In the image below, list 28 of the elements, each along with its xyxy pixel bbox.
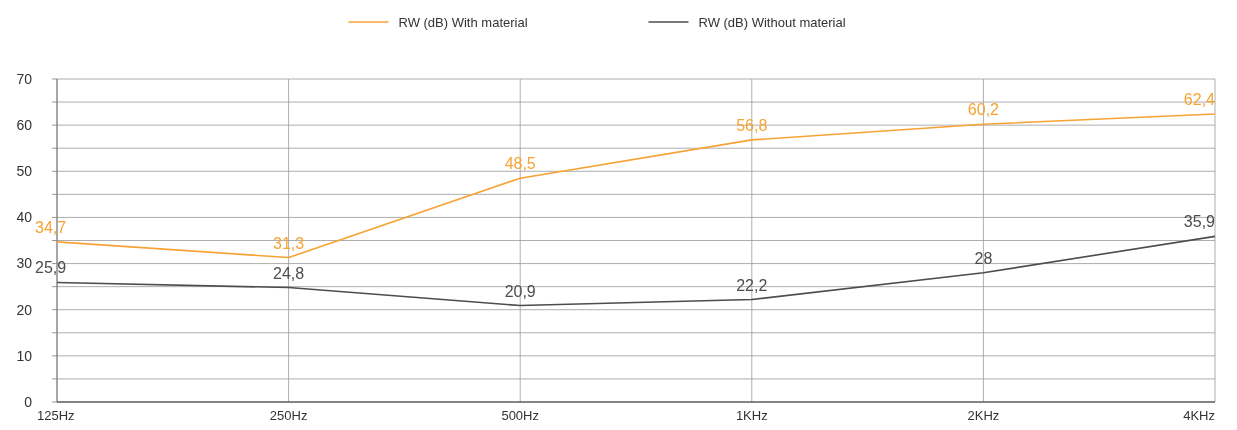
y-tick-label: 70	[16, 70, 33, 87]
data-label: 48,5	[504, 155, 536, 173]
y-tick-label: 0	[24, 393, 33, 410]
data-label: 31,3	[273, 234, 305, 252]
y-tick-label: 50	[16, 163, 33, 180]
x-tick-label: 125Hz	[37, 408, 75, 423]
data-label: 60,2	[967, 101, 1000, 119]
data-label: 28	[974, 249, 993, 267]
data-label: 24,8	[273, 264, 305, 282]
data-label: 62,4	[1183, 91, 1216, 109]
x-tick-label: 4KHz	[1183, 408, 1215, 423]
legend-label: RW (dB) With material	[398, 14, 528, 30]
data-label: 22,2	[736, 276, 768, 294]
data-label: 34,7	[35, 218, 67, 236]
y-tick-label: 10	[16, 347, 33, 364]
x-tick-label: 500Hz	[501, 408, 539, 423]
data-label: 56,8	[736, 116, 768, 134]
y-tick-label: 20	[16, 301, 33, 318]
data-label: 35,9	[1183, 213, 1216, 231]
data-label: 25,9	[35, 259, 67, 277]
x-tick-label: 1KHz	[735, 408, 768, 423]
x-tick-label: 250Hz	[269, 408, 308, 423]
legend-label: RW (dB) Without material	[698, 14, 846, 30]
y-tick-label: 40	[16, 209, 33, 226]
x-tick-label: 2KHz	[967, 408, 1000, 423]
y-tick-label: 30	[16, 255, 33, 272]
data-label: 20,9	[504, 282, 536, 300]
y-tick-label: 60	[16, 117, 33, 134]
